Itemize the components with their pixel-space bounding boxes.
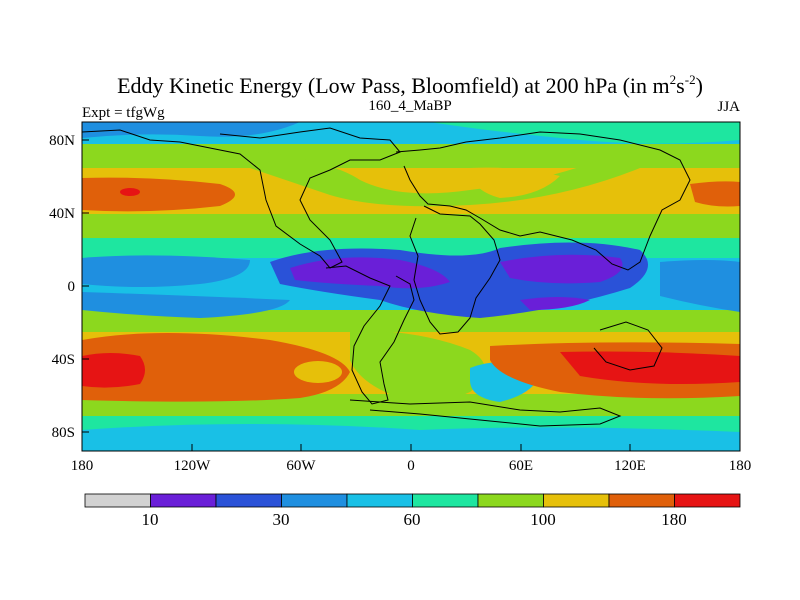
colorbar-box-8 [608,493,675,508]
lat-label-0: 0 [68,279,76,295]
colorbar-label-180: 180 [661,510,687,529]
patch-tropic-purple-west [290,257,450,289]
lon-label-120e: 120E [614,458,646,474]
colorbar-box-2 [215,493,282,508]
lon-label-60w: 60W [286,458,316,474]
longitude-labels: 180 120W 60W 0 60E 120E 180 [71,458,752,474]
colorbar [84,493,741,508]
outline-eurasia [395,131,691,271]
colorbar-label-30: 30 [273,510,290,529]
patch-tropic-purple-south [520,297,590,310]
patch-tropic-blue-east [660,260,740,312]
colorbar-box-0 [84,493,151,508]
lon-label-120w: 120W [174,458,212,474]
colorbar-box-7 [543,493,610,508]
season-label: JJA [717,99,740,115]
patch-north-red-left [120,188,140,196]
patch-antarctic-cyan [82,424,740,451]
outline-africa [409,205,501,335]
map-field [82,122,740,451]
continent-outlines [82,127,691,427]
patch-arctic-green [430,122,740,144]
patch-north-yellow-africa [470,167,560,198]
lon-label-180w: 180 [71,458,94,474]
outline-antarctica [349,399,622,427]
patch-south-orange-west [82,333,350,402]
colorbar-box-1 [150,493,217,508]
lat-label-80s: 80S [52,425,75,441]
patch-arctic-blue [82,122,300,138]
experiment-label: Expt = tfgWg [82,105,165,121]
colorbar-box-3 [281,493,348,508]
figure-title: Eddy Kinetic Energy (Low Pass, Bloomfiel… [117,72,703,98]
outline-north-america [82,127,401,269]
band-subtropic-s [82,310,740,332]
colorbar-box-5 [412,493,479,508]
colorbar-box-4 [346,493,413,508]
outline-south-america [325,265,415,405]
patch-tropic-purple-east [500,254,623,284]
lat-label-40s: 40S [52,352,75,368]
colorbar-label-60: 60 [404,510,421,529]
colorbar-box-9 [674,493,741,508]
patch-tropic-blue-band [82,292,290,318]
lon-label-60e: 60E [509,458,533,474]
axis-ticks [81,139,741,451]
patch-north-orange-right [690,181,740,207]
colorbar-labels: 10 30 60 100 180 [142,510,687,529]
latitude-labels: 80N 40N 0 40S 80S [49,133,75,441]
outline-australia [593,321,663,371]
patch-south-red-east [560,351,740,384]
colorbar-label-100: 100 [530,510,556,529]
lat-label-80n: 80N [49,133,75,149]
patch-north-green-pacific [250,150,640,207]
lat-label-40n: 40N [49,206,75,222]
lon-label-180e: 180 [729,458,752,474]
patch-south-yellow-eye [294,361,342,383]
patch-tropic-blue-west [82,255,250,287]
patch-south-red-west [82,353,145,388]
patch-north-orange-left [82,177,235,212]
colorbar-box-6 [477,493,544,508]
colorbar-label-10: 10 [142,510,159,529]
case-label: 160_4_MaBP [368,98,451,114]
lon-label-0: 0 [407,458,415,474]
band-north-high [82,144,740,168]
